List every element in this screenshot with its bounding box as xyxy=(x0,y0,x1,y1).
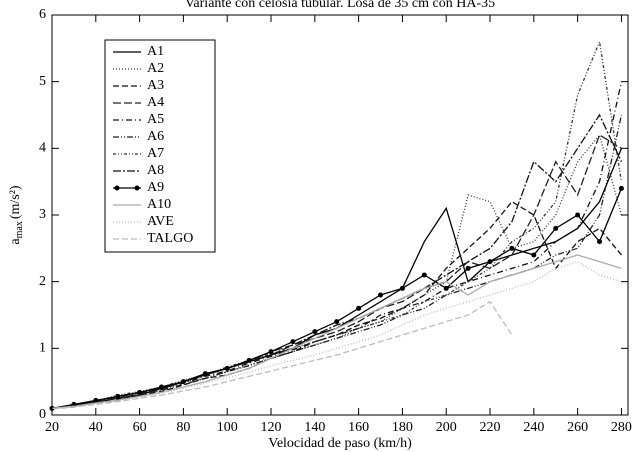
x-tick-label: 140 xyxy=(304,420,325,435)
x-tick-label: 220 xyxy=(480,420,501,435)
x-tick-label: 80 xyxy=(176,420,190,435)
series-marker xyxy=(531,252,537,258)
legend-box xyxy=(104,39,216,253)
series-line xyxy=(51,260,622,409)
series-marker xyxy=(290,339,296,345)
x-tick-label: 200 xyxy=(436,420,457,435)
legend-label: A10 xyxy=(147,197,171,212)
series-marker xyxy=(115,393,121,399)
y-label-sub: max xyxy=(14,221,25,238)
series-marker xyxy=(553,225,559,231)
legend-label: A5 xyxy=(147,112,164,127)
y-label-unit: (m/s²) xyxy=(8,185,23,219)
series-line xyxy=(51,81,623,409)
y-tick-label: 2 xyxy=(39,274,46,289)
x-tick-label: 40 xyxy=(89,420,103,435)
x-tick-label: 240 xyxy=(523,420,544,435)
legend-label: A8 xyxy=(147,163,164,178)
y-tick-label: 4 xyxy=(39,141,46,156)
legend-label: A6 xyxy=(147,129,164,144)
series-marker xyxy=(487,259,493,265)
series-line xyxy=(51,113,623,409)
series-marker xyxy=(159,384,165,390)
series-marker xyxy=(421,272,427,278)
series-marker xyxy=(268,349,274,355)
series-marker xyxy=(465,265,471,271)
series-marker xyxy=(202,371,208,377)
y-label-base: a xyxy=(8,238,23,245)
legend-label: A7 xyxy=(147,146,164,161)
series-marker xyxy=(509,245,515,251)
series-marker xyxy=(443,285,449,291)
series-marker xyxy=(312,329,318,335)
series-marker xyxy=(575,212,581,218)
x-tick-label: 160 xyxy=(348,420,369,435)
chart-title: Variante con celosía tubular. Losa de 35… xyxy=(185,0,495,11)
y-tick-label: 3 xyxy=(39,207,46,222)
series-marker xyxy=(180,379,186,385)
series-marker xyxy=(137,389,143,395)
plot-frame xyxy=(51,14,629,416)
legend-label: A3 xyxy=(147,78,164,93)
x-tick-label: 280 xyxy=(611,420,632,435)
legend-label: A9 xyxy=(147,180,164,195)
series-marker xyxy=(356,305,362,311)
series-marker xyxy=(246,357,252,363)
series-marker xyxy=(334,319,340,325)
x-tick-label: 180 xyxy=(392,420,413,435)
legend-label: A1 xyxy=(147,44,164,59)
legend-label: TALGO xyxy=(147,231,193,246)
x-tick-label: 120 xyxy=(261,420,282,435)
series-marker xyxy=(399,285,405,291)
x-tick-label: 20 xyxy=(45,420,59,435)
series-line xyxy=(51,254,622,409)
series-marker xyxy=(93,397,99,403)
legend-marker xyxy=(114,185,120,191)
y-tick-label: 5 xyxy=(39,74,46,89)
x-tick-label: 60 xyxy=(133,420,147,435)
series-line xyxy=(51,300,513,409)
x-tick-label: 100 xyxy=(217,420,238,435)
legend-label: A2 xyxy=(147,61,164,76)
series-marker xyxy=(618,185,624,191)
x-tick-label: 260 xyxy=(567,420,588,435)
y-tick-label: 0 xyxy=(39,407,46,422)
y-tick-label: 1 xyxy=(39,341,46,356)
legend-label: AVE xyxy=(147,214,174,229)
series-marker xyxy=(224,365,230,371)
y-tick-label: 6 xyxy=(39,7,46,22)
y-axis-label: amax (m/s²) xyxy=(8,185,25,245)
series-marker xyxy=(378,292,384,298)
legend-marker xyxy=(134,185,140,191)
series-marker xyxy=(597,239,603,245)
legend-label: A4 xyxy=(147,95,164,110)
x-axis-label: Velocidad de paso (km/h) xyxy=(268,436,412,451)
